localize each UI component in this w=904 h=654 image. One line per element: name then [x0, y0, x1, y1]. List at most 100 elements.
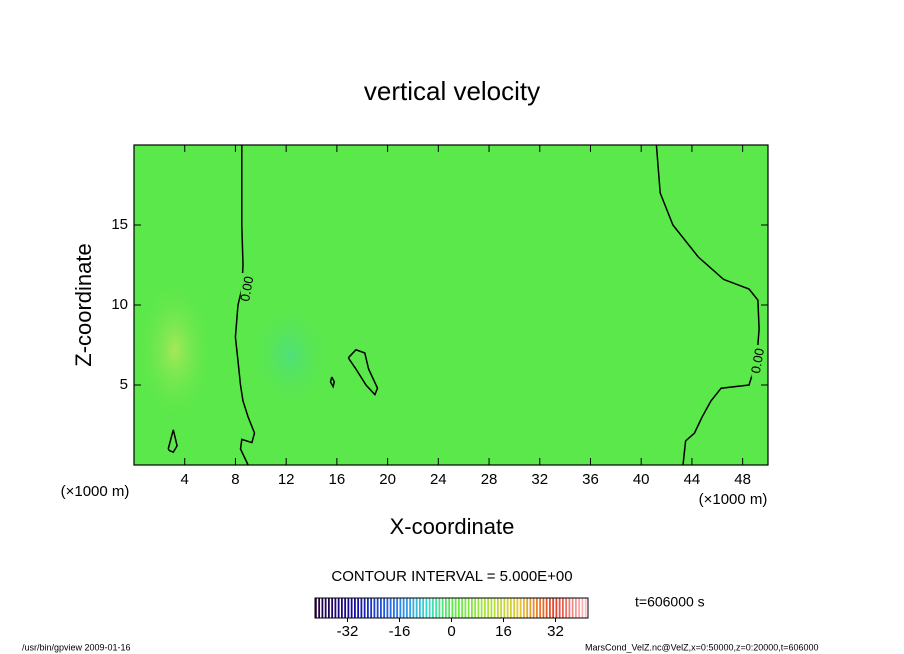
colorbar-cell: [350, 598, 353, 618]
colorbar-tick-label: 0: [447, 623, 455, 640]
colorbar-cell: [331, 598, 334, 618]
footer-right: MarsCond_VelZ.nc@VelZ,x=0:50000,z=0:2000…: [585, 642, 819, 652]
colorbar-cell: [318, 598, 321, 618]
colorbar-cell: [425, 598, 428, 618]
colorbar-cell: [555, 598, 558, 618]
colorbar-cell: [383, 598, 386, 618]
colorbar-cell: [454, 598, 457, 618]
contour-layer: 0.00 0.00: [167, 145, 767, 465]
colorbar-cell: [484, 598, 486, 618]
colorbar-cell: [344, 598, 347, 618]
colorbar-cell: [545, 598, 548, 618]
colorbar-cell: [347, 598, 350, 618]
x-tick-label: 20: [379, 471, 396, 488]
y-tick-label: 10: [111, 296, 128, 313]
colorbar-cell: [409, 598, 412, 618]
colorbar-cell: [354, 598, 356, 618]
colorbar-cell: [471, 598, 473, 618]
footer-left: /usr/bin/gpview 2009-01-16: [22, 642, 131, 652]
colorbar-cell: [376, 598, 379, 618]
colorbar-cell: [461, 598, 464, 618]
x-unit-label: (×1000 m): [61, 483, 130, 500]
colorbar-cell: [480, 598, 483, 618]
colorbar-cell: [357, 598, 360, 618]
colorbar-cell: [571, 598, 574, 618]
colorbar-cell: [526, 598, 529, 618]
colorbar-cell: [438, 598, 441, 618]
colorbar-cell: [412, 598, 415, 618]
colorbar-cell: [448, 598, 451, 618]
colorbar-cell: [578, 598, 581, 618]
colorbar-cell: [386, 598, 389, 618]
contour-interval: CONTOUR INTERVAL = 5.000E+00: [331, 568, 572, 585]
colorbar-cell: [487, 598, 490, 618]
plot-field: [134, 145, 768, 465]
colorbar-cell: [532, 598, 535, 618]
colorbar-cell: [581, 598, 584, 618]
contour-label-bg: [751, 345, 766, 377]
x-axis-label: X-coordinate: [390, 514, 515, 539]
x-tick-label: 40: [633, 471, 650, 488]
colorbar-cell: [542, 598, 545, 618]
colorbar-cell: [399, 598, 402, 618]
colorbar-cell: [558, 598, 561, 618]
colorbar-cell: [510, 598, 512, 618]
colorbar-cell: [506, 598, 509, 618]
x-tick-label: 24: [430, 471, 447, 488]
x-tick-label: 28: [481, 471, 498, 488]
colorbar-cell: [536, 598, 538, 618]
colorbar-cell: [445, 598, 447, 618]
colorbar-cell: [477, 598, 480, 618]
colorbar-cell: [334, 598, 337, 618]
colorbar-tick-label: -32: [337, 623, 359, 640]
colorbar-cell: [513, 598, 516, 618]
x-tick-label: 48: [734, 471, 751, 488]
y-tick-label: 5: [120, 376, 128, 393]
colorbar-cell: [435, 598, 438, 618]
colorbar-cell: [467, 598, 470, 618]
colorbar-cell: [568, 598, 571, 618]
colorbar-cell: [516, 598, 519, 618]
colorbar-cell: [523, 598, 525, 618]
field-shade: [135, 275, 215, 425]
contour-line: [329, 376, 336, 389]
colorbar-cell: [432, 598, 434, 618]
field-shade: [245, 295, 335, 415]
contour-label-bg: [240, 273, 255, 305]
colorbar-cell: [328, 598, 330, 618]
colorbar-cell: [373, 598, 376, 618]
colorbar-cell: [562, 598, 564, 618]
colorbar-cell: [406, 598, 408, 618]
colorbar-cell: [493, 598, 496, 618]
colorbar-cell: [321, 598, 324, 618]
colorbar-cell: [315, 598, 317, 618]
colorbar-cell: [539, 598, 542, 618]
colorbar-cell: [367, 598, 369, 618]
colorbar-cell: [552, 598, 555, 618]
colorbar-cell: [396, 598, 399, 618]
colorbar-cell: [428, 598, 431, 618]
colorbar-tick-label: 32: [547, 623, 564, 640]
y-axis-label: Z-coordinate: [71, 243, 96, 367]
colorbar: -32 -16 0 16 32: [314, 597, 589, 640]
colorbar-cell: [380, 598, 382, 618]
colorbar-cell: [519, 598, 522, 618]
contour-line: [167, 429, 178, 454]
colorbar-cell: [490, 598, 493, 618]
colorbar-cell: [389, 598, 392, 618]
colorbar-cell: [422, 598, 425, 618]
x-tick-label: 44: [684, 471, 701, 488]
x-tick-label: 4: [181, 471, 189, 488]
colorbar-cell: [503, 598, 506, 618]
colorbar-cell: [451, 598, 454, 618]
x-unit-label: (×1000 m): [699, 491, 768, 508]
colorbar-cell: [458, 598, 460, 618]
colorbar-cell: [500, 598, 503, 618]
colorbar-cell: [497, 598, 499, 618]
colorbar-cell: [529, 598, 532, 618]
colorbar-cell: [575, 598, 577, 618]
colorbar-cell: [441, 598, 444, 618]
contour-line: [347, 348, 379, 396]
time-label: t=606000 s: [635, 594, 705, 610]
colorbar-cell: [464, 598, 467, 618]
